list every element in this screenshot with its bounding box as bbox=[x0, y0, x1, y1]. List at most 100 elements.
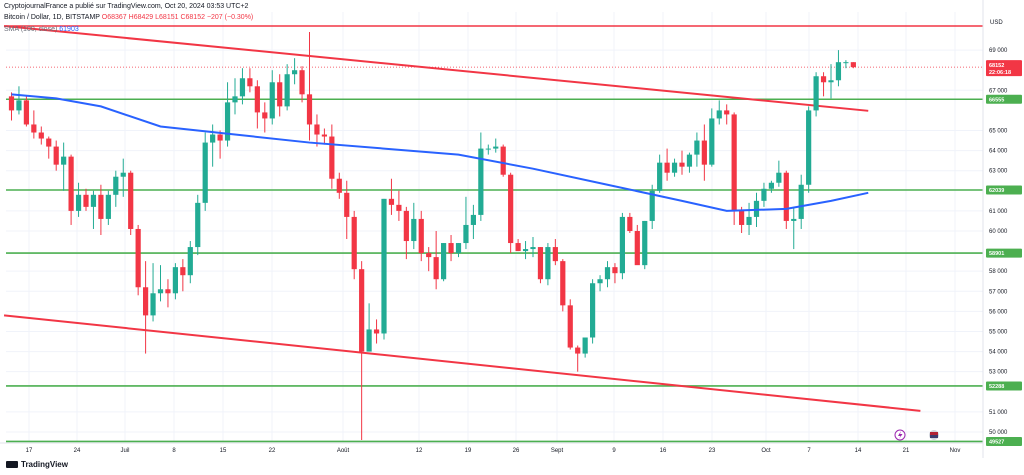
candle[interactable] bbox=[284, 64, 290, 111]
candle[interactable] bbox=[143, 261, 149, 354]
candle[interactable] bbox=[165, 279, 171, 308]
candle[interactable] bbox=[843, 60, 849, 69]
candle[interactable] bbox=[791, 206, 797, 250]
candle[interactable] bbox=[224, 82, 231, 147]
candle[interactable] bbox=[433, 230, 439, 290]
lightning-event-icon[interactable] bbox=[894, 429, 906, 441]
candle[interactable] bbox=[83, 188, 89, 211]
candle[interactable] bbox=[545, 243, 551, 286]
candle[interactable] bbox=[537, 247, 544, 284]
symbol-title[interactable]: Bitcoin / Dollar, 1D, BITSTAMP bbox=[4, 14, 100, 21]
candle[interactable] bbox=[105, 190, 111, 225]
candle[interactable] bbox=[321, 128, 327, 145]
candle[interactable] bbox=[292, 58, 298, 85]
candle[interactable] bbox=[38, 126, 44, 145]
candle[interactable] bbox=[470, 204, 476, 240]
candle[interactable] bbox=[783, 170, 789, 229]
candle[interactable] bbox=[157, 265, 164, 302]
candle[interactable] bbox=[68, 154, 74, 225]
candle[interactable] bbox=[269, 70, 275, 125]
candle[interactable] bbox=[373, 319, 380, 344]
candle[interactable] bbox=[500, 144, 506, 177]
plot-area[interactable] bbox=[3, 25, 983, 443]
candle[interactable] bbox=[612, 263, 618, 284]
candle[interactable] bbox=[418, 210, 424, 262]
candle[interactable] bbox=[262, 102, 268, 133]
candle[interactable] bbox=[8, 92, 15, 121]
candle[interactable] bbox=[128, 170, 134, 236]
candle[interactable] bbox=[679, 150, 685, 175]
candle[interactable] bbox=[478, 132, 484, 221]
candle[interactable] bbox=[455, 243, 462, 258]
candle[interactable] bbox=[768, 180, 774, 193]
candle[interactable] bbox=[217, 130, 223, 159]
candle[interactable] bbox=[627, 212, 633, 233]
candle[interactable] bbox=[135, 224, 141, 296]
candle[interactable] bbox=[806, 106, 812, 193]
candle[interactable] bbox=[359, 261, 365, 440]
candle[interactable] bbox=[798, 174, 804, 229]
candle[interactable] bbox=[344, 180, 350, 240]
candle[interactable] bbox=[172, 263, 178, 300]
candle[interactable] bbox=[403, 206, 409, 260]
candle[interactable] bbox=[113, 170, 119, 207]
candle[interactable] bbox=[426, 247, 432, 272]
candle[interactable] bbox=[396, 190, 402, 221]
candle[interactable] bbox=[709, 108, 715, 167]
price-axis[interactable]: USD 50 000 51 000 53 000 54 000 55 000 56 000 5… bbox=[982, 0, 1022, 458]
candle[interactable] bbox=[202, 132, 208, 211]
candle[interactable] bbox=[16, 86, 22, 115]
candle[interactable] bbox=[604, 261, 611, 288]
candle[interactable] bbox=[850, 62, 856, 69]
candle[interactable] bbox=[828, 64, 834, 99]
candle[interactable] bbox=[746, 202, 752, 236]
time-axis[interactable]: 17 24 Juil 8 15 22 Août 12 19 26 Sept 9 16 23 Oct 7 14 21… bbox=[0, 442, 983, 454]
candle[interactable] bbox=[619, 212, 625, 280]
candle[interactable] bbox=[657, 154, 663, 193]
candle[interactable] bbox=[649, 184, 655, 229]
candle[interactable] bbox=[522, 241, 529, 260]
candle[interactable] bbox=[329, 124, 335, 189]
candle[interactable] bbox=[239, 68, 246, 105]
candle[interactable] bbox=[53, 140, 59, 171]
candle[interactable] bbox=[314, 114, 320, 147]
candle[interactable] bbox=[634, 224, 640, 266]
flag-event-icon[interactable] bbox=[929, 430, 939, 440]
candle[interactable] bbox=[195, 194, 201, 256]
candle[interactable] bbox=[448, 235, 454, 262]
candle[interactable] bbox=[120, 158, 126, 197]
candle[interactable] bbox=[381, 198, 387, 340]
candle[interactable] bbox=[560, 259, 566, 312]
candle[interactable] bbox=[567, 299, 573, 350]
candle[interactable] bbox=[671, 158, 678, 177]
candle[interactable] bbox=[552, 239, 558, 266]
candle[interactable] bbox=[582, 337, 588, 358]
sma-legend[interactable]: SMA (100, close) 61903 bbox=[4, 26, 79, 33]
candle[interactable] bbox=[388, 178, 395, 215]
candle[interactable] bbox=[351, 210, 357, 280]
candle[interactable] bbox=[694, 132, 700, 167]
candle[interactable] bbox=[664, 148, 670, 181]
candle[interactable] bbox=[441, 243, 447, 282]
candle[interactable] bbox=[820, 72, 827, 97]
candle[interactable] bbox=[98, 184, 104, 236]
candle[interactable] bbox=[247, 68, 253, 93]
candle[interactable] bbox=[306, 32, 313, 141]
sma-line[interactable] bbox=[11, 93, 869, 212]
candle[interactable] bbox=[642, 220, 648, 270]
channel-upper[interactable] bbox=[3, 25, 869, 112]
candle[interactable] bbox=[590, 279, 596, 344]
candle[interactable] bbox=[336, 172, 342, 199]
candle[interactable] bbox=[686, 152, 693, 173]
candle[interactable] bbox=[411, 202, 417, 250]
candle[interactable] bbox=[485, 144, 491, 155]
candle[interactable] bbox=[724, 104, 730, 125]
candle[interactable] bbox=[75, 182, 82, 217]
candle[interactable] bbox=[463, 196, 469, 250]
candle[interactable] bbox=[813, 72, 819, 117]
candle[interactable] bbox=[31, 110, 37, 139]
candle[interactable] bbox=[731, 112, 737, 225]
candle[interactable] bbox=[508, 172, 514, 254]
candle[interactable] bbox=[232, 78, 238, 115]
candle[interactable] bbox=[716, 100, 722, 125]
